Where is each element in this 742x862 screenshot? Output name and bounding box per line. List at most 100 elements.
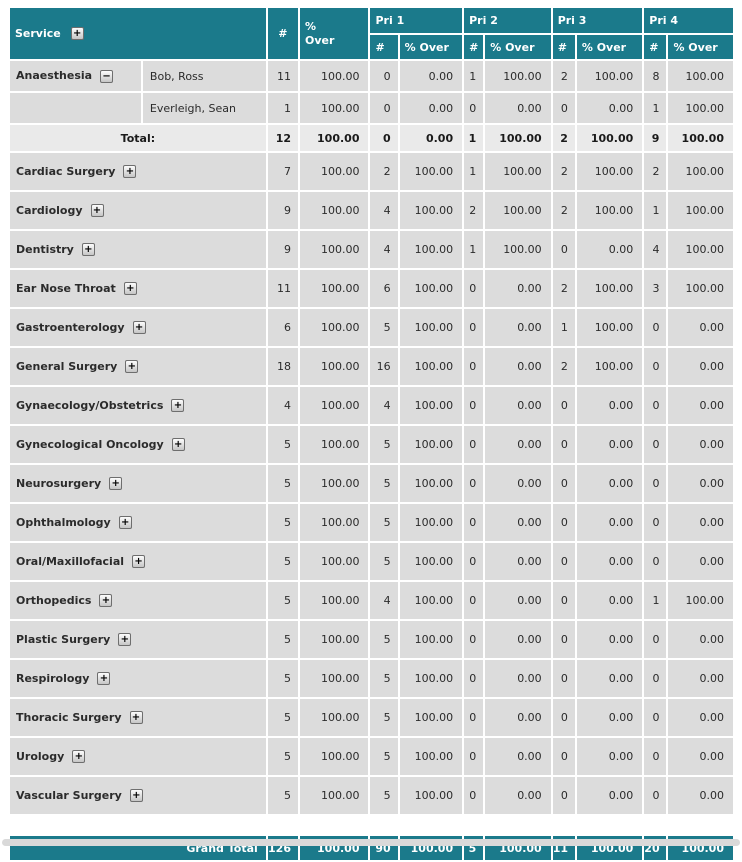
service-cell: Cardiology +	[10, 192, 266, 229]
count-cell: 5	[370, 465, 398, 502]
service-cell: Anaesthesia −	[10, 61, 141, 91]
pct-cell: 100.00	[300, 621, 369, 658]
pct-cell: 100.00	[485, 125, 551, 151]
count-cell: 0	[644, 660, 667, 697]
expand-icon[interactable]: +	[132, 321, 146, 335]
count-cell: 0	[464, 777, 484, 814]
service-label: Gynaecology/Obstetrics	[16, 398, 164, 412]
count-cell: 2	[552, 61, 575, 91]
count-cell: 0	[464, 93, 484, 123]
expand-icon[interactable]: +	[132, 555, 146, 569]
header-row-subcolumns: # % Over # % Over # % Over # % Over	[10, 35, 733, 59]
pct-cell: 100.00	[399, 699, 463, 736]
expand-icon[interactable]: +	[72, 750, 86, 764]
pct-cell: 0.00	[668, 348, 733, 385]
pct-cell: 0.00	[485, 387, 551, 424]
service-label: Respirology	[16, 671, 90, 685]
count-cell: 2	[464, 192, 484, 229]
pct-cell: 100.00	[300, 387, 369, 424]
pct-cell: 100.00	[668, 270, 733, 307]
count-cell: 0	[464, 582, 484, 619]
expand-icon[interactable]: +	[90, 204, 104, 218]
expand-icon[interactable]: +	[99, 594, 113, 608]
expand-icon[interactable]: +	[125, 360, 139, 374]
expand-icon[interactable]: +	[171, 399, 185, 413]
pct-cell: 100.00	[576, 192, 643, 229]
count-cell: 0	[644, 504, 667, 541]
expand-icon[interactable]: +	[129, 711, 143, 725]
count-cell: 0	[464, 465, 484, 502]
total-row: Total: 12 100.00 0 0.00 1 100.00 2 100.00 9 100.00	[10, 125, 733, 151]
expand-icon[interactable]: +	[81, 243, 95, 257]
count-cell: 0	[464, 426, 484, 463]
count-cell: 0	[552, 699, 575, 736]
expand-icon[interactable]: +	[129, 789, 143, 803]
pct-cell: 0.00	[576, 660, 643, 697]
count-cell: 6	[370, 270, 398, 307]
expand-icon[interactable]: +	[123, 165, 137, 179]
expand-icon[interactable]: +	[123, 282, 137, 296]
pct-cell: 0.00	[399, 61, 463, 91]
count-cell: 0	[464, 621, 484, 658]
horizontal-scrollbar[interactable]	[2, 839, 740, 846]
pct-cell: 100.00	[300, 777, 369, 814]
count-cell: 0	[644, 426, 667, 463]
count-cell: 2	[552, 348, 575, 385]
count-cell: 5	[267, 582, 298, 619]
service-label: Gastroenterology	[16, 320, 125, 334]
pct-cell: 100.00	[485, 192, 551, 229]
service-row: Vascular Surgery +5 100.00 5 100.00 0 0.00 0 0.0…	[10, 777, 733, 814]
pct-cell: 0.00	[576, 738, 643, 775]
service-cell: Cardiac Surgery +	[10, 153, 266, 190]
service-cell: Urology +	[10, 738, 266, 775]
pct-cell: 100.00	[300, 348, 369, 385]
service-row: Ear Nose Throat +11 100.00 6 100.00 0 0.00 2 100…	[10, 270, 733, 307]
expand-icon[interactable]: +	[118, 516, 132, 530]
expand-icon[interactable]: +	[97, 672, 111, 686]
expand-all-icon[interactable]: +	[70, 27, 84, 41]
count-cell: 0	[644, 621, 667, 658]
count-cell: 0	[552, 777, 575, 814]
pct-cell: 100.00	[399, 777, 463, 814]
count-cell: 5	[370, 699, 398, 736]
service-label: Vascular Surgery	[16, 788, 122, 802]
pct-cell: 0.00	[485, 660, 551, 697]
header-row-groups: Service + # % Over Pri 1 Pri 2 Pri 3 Pri …	[10, 8, 733, 59]
pct-cell: 100.00	[300, 309, 369, 346]
service-row: Neurosurgery +5 100.00 5 100.00 0 0.00 0 0.00 0 0.…	[10, 465, 733, 502]
pct-cell: 100.00	[300, 699, 369, 736]
service-cell: Respirology +	[10, 660, 266, 697]
pct-cell: 0.00	[485, 465, 551, 502]
count-cell: 5	[267, 777, 298, 814]
expand-icon[interactable]: +	[118, 633, 132, 647]
pct-cell: 100.00	[399, 153, 463, 190]
pct-cell: 0.00	[576, 231, 643, 268]
count-cell: 0	[464, 738, 484, 775]
pri4-group-header: Pri 4	[644, 8, 733, 33]
service-cell: Oral/Maxillofacial +	[10, 543, 266, 580]
service-label: Dentistry	[16, 242, 74, 256]
count-cell: 18	[267, 348, 298, 385]
collapse-icon[interactable]: −	[100, 69, 114, 83]
expand-icon[interactable]: +	[171, 438, 185, 452]
count-cell: 0	[370, 61, 398, 91]
pri2-group-header: Pri 2	[464, 8, 551, 33]
count-cell: 0	[552, 504, 575, 541]
count-cell: 9	[644, 125, 667, 151]
pct-cell: 100.00	[576, 270, 643, 307]
service-row: Dentistry +9 100.00 4 100.00 1 100.00 0 0.00 4 100…	[10, 231, 733, 268]
pct-cell: 100.00	[399, 231, 463, 268]
pct-cell: 100.00	[576, 153, 643, 190]
count-cell: 5	[370, 621, 398, 658]
expand-icon[interactable]: +	[109, 477, 123, 491]
pct-cell: 0.00	[576, 504, 643, 541]
service-cell: Gastroenterology +	[10, 309, 266, 346]
pct-cell: 0.00	[668, 387, 733, 424]
count-cell: 4	[267, 387, 298, 424]
pct-cell: 100.00	[668, 125, 733, 151]
count-cell: 2	[552, 270, 575, 307]
count-cell: 0	[644, 309, 667, 346]
pri4-over-header: % Over	[668, 35, 733, 59]
pct-cell: 0.00	[668, 504, 733, 541]
